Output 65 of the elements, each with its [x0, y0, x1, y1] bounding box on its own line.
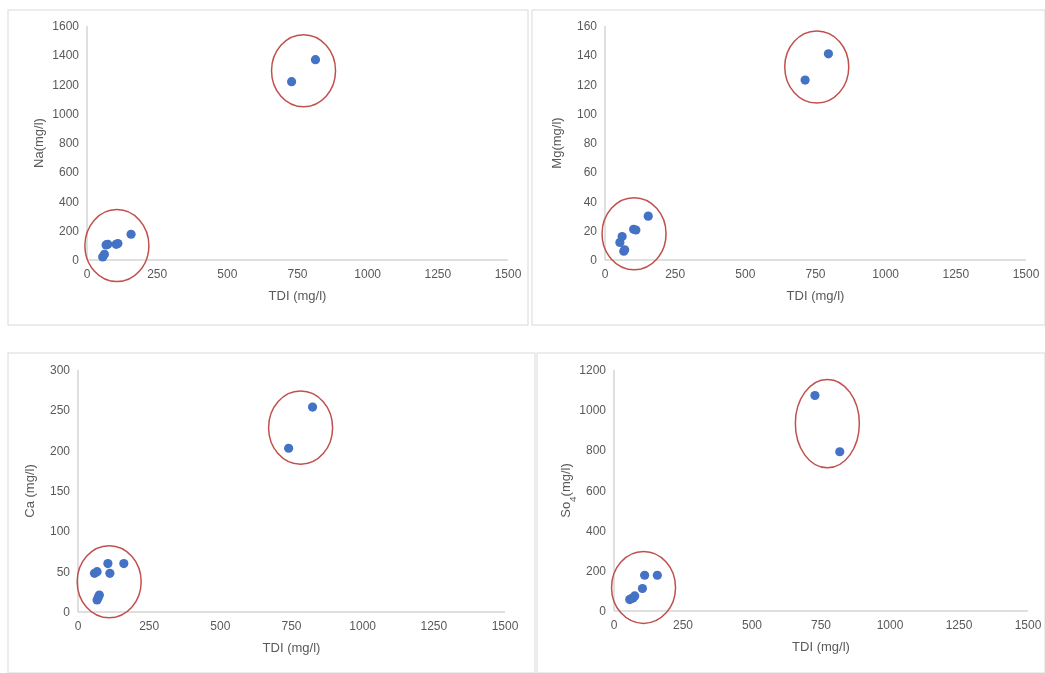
x-tick-label: 1250: [942, 267, 970, 281]
x-tick-label: 1500: [494, 267, 522, 281]
y-tick-label: 140: [576, 48, 598, 63]
y-tick-label: 0: [599, 604, 607, 618]
x-tick-label: 250: [139, 619, 160, 633]
y-tick-label: 1400: [52, 48, 80, 63]
x-tick-label: 500: [210, 619, 231, 633]
x-tick-label: 1000: [354, 267, 382, 281]
x-tick-label: 0: [610, 618, 618, 632]
x-tick-label: 750: [810, 618, 832, 632]
y-axis-title: Ca (mg/l): [22, 464, 37, 518]
y-tick-label: 800: [585, 443, 607, 458]
x-tick-label: 1000: [876, 618, 904, 632]
y-tick-label: 0: [72, 253, 80, 267]
y-tick-label: 100: [49, 524, 71, 539]
x-tick-label: 750: [287, 267, 308, 281]
y-tick-label: 300: [49, 363, 71, 377]
y-tick-label: 20: [583, 223, 598, 238]
x-tick-label: 750: [805, 267, 826, 281]
x-tick-label: 1000: [349, 619, 377, 633]
x-tick-label: 1500: [1014, 618, 1042, 632]
y-tick-label: 200: [49, 443, 71, 458]
y-axis-title: Na(mg/l): [31, 118, 46, 168]
y-tick-label: 800: [58, 136, 80, 150]
x-axis-title: TDI (mg/l): [268, 288, 327, 303]
y-tick-label: 1200: [52, 77, 80, 92]
x-tick-label: 0: [83, 267, 91, 281]
x-tick-label: 250: [672, 618, 694, 632]
y-tick-label: 50: [56, 564, 71, 579]
y-tick-label: 120: [576, 77, 598, 92]
y-tick-label: 200: [58, 223, 80, 238]
y-tick-label: 1000: [52, 106, 80, 121]
y-tick-label: 400: [585, 523, 607, 538]
y-tick-label: 60: [583, 165, 598, 180]
y-tick-label: 150: [49, 484, 71, 498]
y-tick-label: 40: [583, 194, 598, 209]
x-tick-label: 500: [741, 618, 763, 632]
y-tick-label: 100: [576, 106, 598, 121]
y-tick-label: 600: [58, 165, 80, 180]
x-tick-label: 250: [665, 267, 686, 281]
x-axis-title: TDI (mg/l): [786, 288, 845, 303]
x-tick-label: 1250: [420, 619, 448, 633]
y-tick-label: 400: [58, 194, 80, 209]
y-tick-label: 0: [63, 605, 71, 619]
x-tick-label: 500: [217, 267, 238, 281]
x-axis-title: TDI (mg/l): [262, 640, 321, 655]
y-tick-label: 600: [585, 483, 607, 498]
x-tick-label: 1000: [872, 267, 900, 281]
x-tick-label: 250: [147, 267, 168, 281]
y-tick-label: 200: [585, 563, 607, 578]
x-tick-label: 1500: [1012, 267, 1040, 281]
y-axis-title: Mg(mg/l): [549, 117, 564, 169]
x-tick-label: 1250: [945, 618, 973, 632]
y-tick-label: 1600: [52, 19, 80, 33]
y-tick-label: 1000: [579, 403, 607, 418]
y-tick-label: 250: [49, 403, 71, 418]
y-tick-label: 1200: [579, 363, 607, 377]
x-tick-label: 750: [281, 619, 302, 633]
x-tick-label: 500: [735, 267, 756, 281]
x-axis-title: TDI (mg/l): [792, 639, 850, 654]
y-tick-label: 80: [583, 136, 598, 150]
y-tick-label: 0: [590, 253, 598, 267]
y-tick-label: 160: [576, 19, 598, 33]
x-tick-label: 1250: [424, 267, 452, 281]
x-tick-label: 1500: [491, 619, 519, 633]
